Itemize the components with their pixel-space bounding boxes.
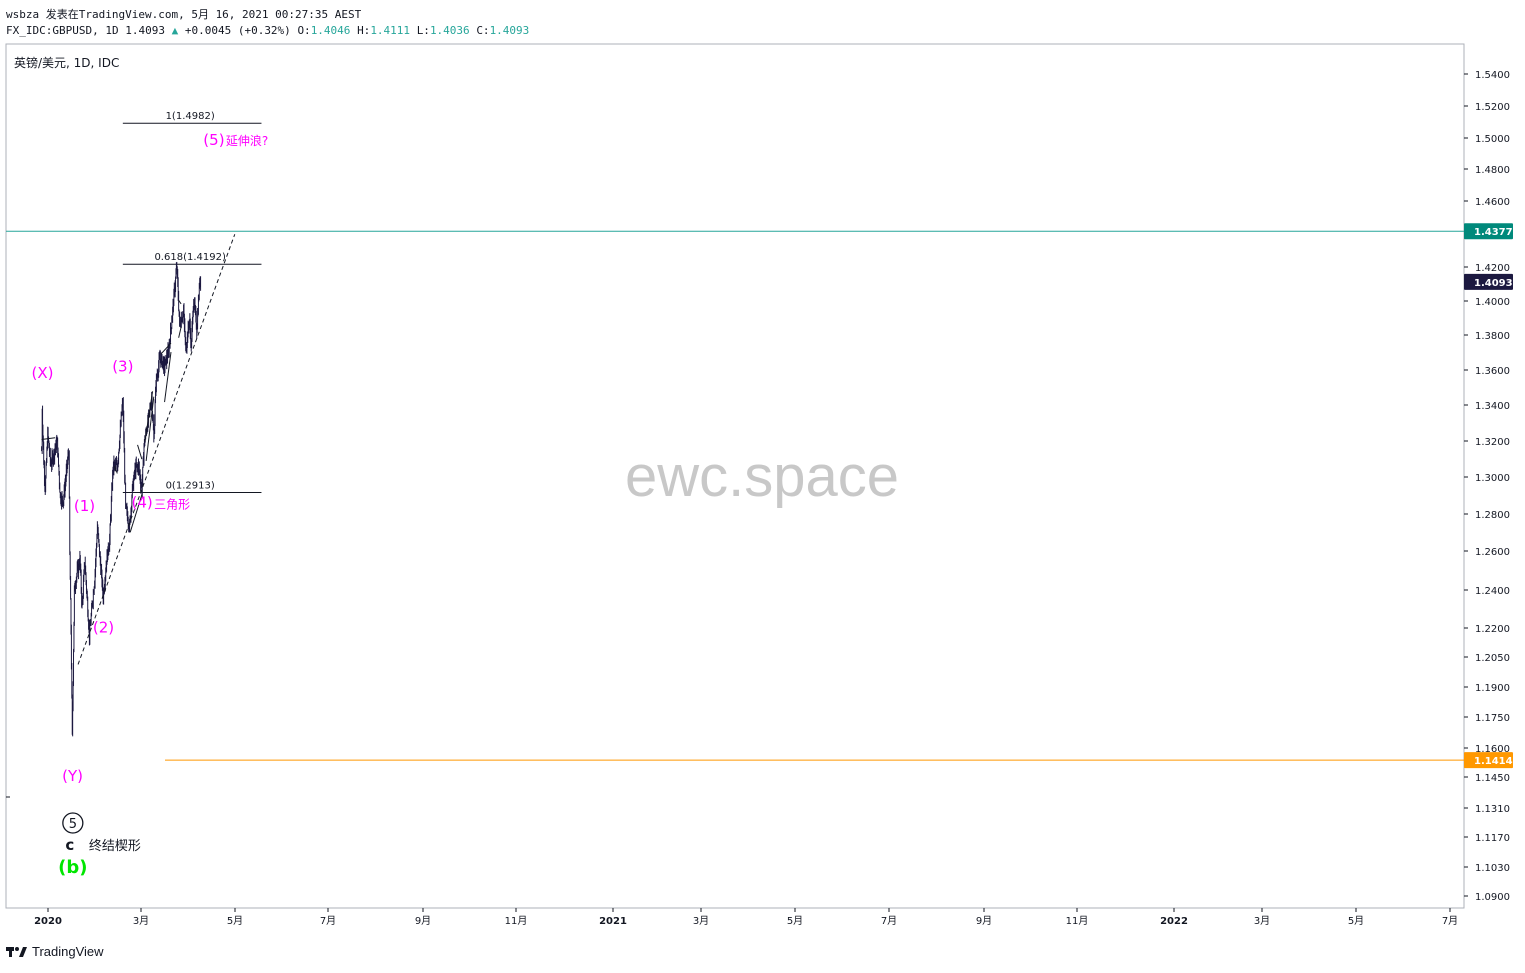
pattern-line[interactable] [137, 444, 143, 460]
y-tick-label: 1.1030 [1475, 863, 1510, 874]
fib-level-label: 1(1.4982) [166, 111, 215, 122]
pattern-line[interactable] [145, 396, 155, 461]
y-tick-label: 1.3600 [1475, 366, 1510, 377]
x-tick-label: 7月 [320, 915, 336, 927]
close-label: C: [476, 24, 490, 37]
low-value: 1.4036 [429, 24, 470, 37]
low-label: L: [416, 24, 430, 37]
y-tick-label: 1.1750 [1475, 713, 1510, 724]
pane-title: 英镑/美元, 1D, IDC [14, 55, 119, 70]
wave-5-note: 延伸浪? [226, 133, 268, 148]
fib-level-label: 0(1.2913) [166, 481, 215, 492]
y-tick-label: 1.4600 [1475, 197, 1510, 208]
x-tick-label: 3月 [133, 915, 149, 927]
pattern-line[interactable] [160, 342, 172, 355]
publish-info: wsbza 发表在TradingView.com, 5月 16, 2021 00… [6, 8, 362, 21]
y-tick-label: 1.4000 [1475, 297, 1510, 308]
circle-5-marker [62, 812, 84, 834]
x-tick-label: 9月 [976, 915, 992, 927]
x-tick-label: 7月 [1442, 915, 1458, 927]
wave-label-b: (b) [58, 857, 87, 878]
x-tick-label: 3月 [693, 915, 709, 927]
y-tick-label: 1.4200 [1475, 263, 1510, 274]
y-tick-label: 1.3400 [1475, 401, 1510, 412]
wave-label-3: (3) [112, 358, 133, 376]
wave-label-4: (4) [132, 493, 153, 511]
wave-label-1: (1) [74, 497, 95, 515]
y-tick-label: 1.1450 [1475, 773, 1510, 784]
y-tick-label: 1.0900 [1475, 892, 1510, 903]
pattern-line[interactable] [178, 300, 182, 305]
close-value: 1.4093 [489, 24, 530, 37]
tradingview-footer[interactable]: TradingView [6, 944, 104, 959]
y-tick-label: 1.2800 [1475, 510, 1510, 521]
symbol-ohlc-line: FX_IDC:GBPUSD, 1D 1.4093 ▲ +0.0045 (+0.3… [6, 24, 529, 37]
tradingview-logo-icon [6, 946, 27, 957]
x-tick-label: 7月 [881, 915, 897, 927]
circle-5-label: 5 [69, 817, 77, 832]
wave-c-note: 终结楔形 [89, 838, 141, 854]
y-tick-label: 1.2050 [1475, 653, 1510, 664]
price-label-teal-bg [1464, 223, 1513, 240]
pattern-line[interactable] [129, 494, 143, 533]
pattern-line[interactable] [144, 391, 154, 442]
open-label: O: [297, 24, 311, 37]
y-tick-label: 1.5000 [1475, 134, 1510, 145]
y-tick-label: 1.5200 [1475, 102, 1510, 113]
x-tick-label: 9月 [415, 915, 431, 927]
price-label-teal: 1.4377 [1474, 227, 1513, 238]
x-tick-label: 5月 [227, 915, 243, 927]
x-tick-label: 2021 [599, 916, 627, 927]
watermark-text: ewc.space [625, 444, 899, 509]
y-tick-label: 1.2400 [1475, 586, 1510, 597]
open-value: 1.4046 [310, 24, 351, 37]
trendline[interactable] [77, 234, 236, 665]
y-tick-label: 1.1310 [1475, 804, 1510, 815]
x-tick-label: 5月 [787, 915, 803, 927]
x-tick-label: 2022 [1160, 916, 1188, 927]
pattern-line[interactable] [178, 326, 182, 338]
y-tick-label: 1.3000 [1475, 473, 1510, 484]
y-tick-label: 1.1600 [1475, 744, 1510, 755]
last-price: 1.4093 [125, 24, 165, 37]
x-tick-label: 2020 [34, 916, 62, 927]
price-label-orange-bg [1464, 752, 1513, 769]
price-change: +0.0045 (+0.32%) [184, 24, 291, 37]
price-label-last: 1.4093 [1474, 278, 1513, 289]
y-tick-label: 1.5400 [1475, 70, 1510, 81]
wave-label-x: (X) [31, 364, 53, 382]
y-tick-label: 1.2600 [1475, 547, 1510, 558]
wave-label-2: (2) [93, 618, 114, 636]
price-label-last-bg [1464, 273, 1513, 290]
pattern-line[interactable] [41, 437, 56, 441]
wave-label-c: c [65, 836, 74, 854]
symbol-name: FX_IDC:GBPUSD, 1D [6, 24, 119, 37]
x-tick-label: 5月 [1348, 915, 1364, 927]
x-tick-label: 11月 [1066, 915, 1089, 927]
pattern-line[interactable] [164, 351, 172, 403]
y-tick-label: 1.4800 [1475, 165, 1510, 176]
high-label: H: [357, 24, 371, 37]
price-label-orange: 1.1414 [1474, 756, 1513, 767]
y-tick-label: 1.1170 [1475, 833, 1510, 844]
x-tick-label: 3月 [1254, 915, 1270, 927]
x-tick-label: 11月 [505, 915, 528, 927]
fib-level-label: 0.618(1.4192) [154, 252, 226, 263]
y-tick-label: 1.3200 [1475, 437, 1510, 448]
wave-label-5: (5) [203, 131, 224, 149]
tradingview-brand: TradingView [32, 944, 104, 959]
wave-label-y: (Y) [62, 767, 83, 785]
y-tick-label: 1.3800 [1475, 331, 1510, 342]
chart-pane[interactable] [5, 43, 1465, 909]
y-tick-label: 1.1900 [1475, 683, 1510, 694]
wave-4-note: 三角形 [154, 497, 190, 511]
up-arrow-icon: ▲ [171, 24, 179, 37]
y-tick-label: 1.2200 [1475, 624, 1510, 635]
pattern-line[interactable] [114, 466, 118, 474]
high-value: 1.4111 [370, 24, 411, 37]
